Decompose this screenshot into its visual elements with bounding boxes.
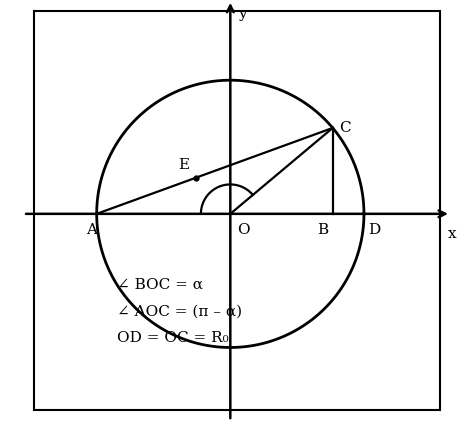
Text: ∠ AOC = (π – α): ∠ AOC = (π – α) [117, 305, 242, 319]
Text: A: A [86, 223, 97, 237]
Text: ∠ BOC = α: ∠ BOC = α [117, 278, 203, 292]
Text: C: C [339, 121, 351, 135]
Text: y: y [238, 7, 247, 21]
Text: O: O [237, 223, 250, 237]
Text: B: B [318, 223, 328, 237]
Text: OD = OC = R₀: OD = OC = R₀ [117, 331, 228, 346]
Text: x: x [448, 227, 457, 241]
Text: E: E [178, 158, 189, 173]
Text: D: D [368, 223, 380, 237]
